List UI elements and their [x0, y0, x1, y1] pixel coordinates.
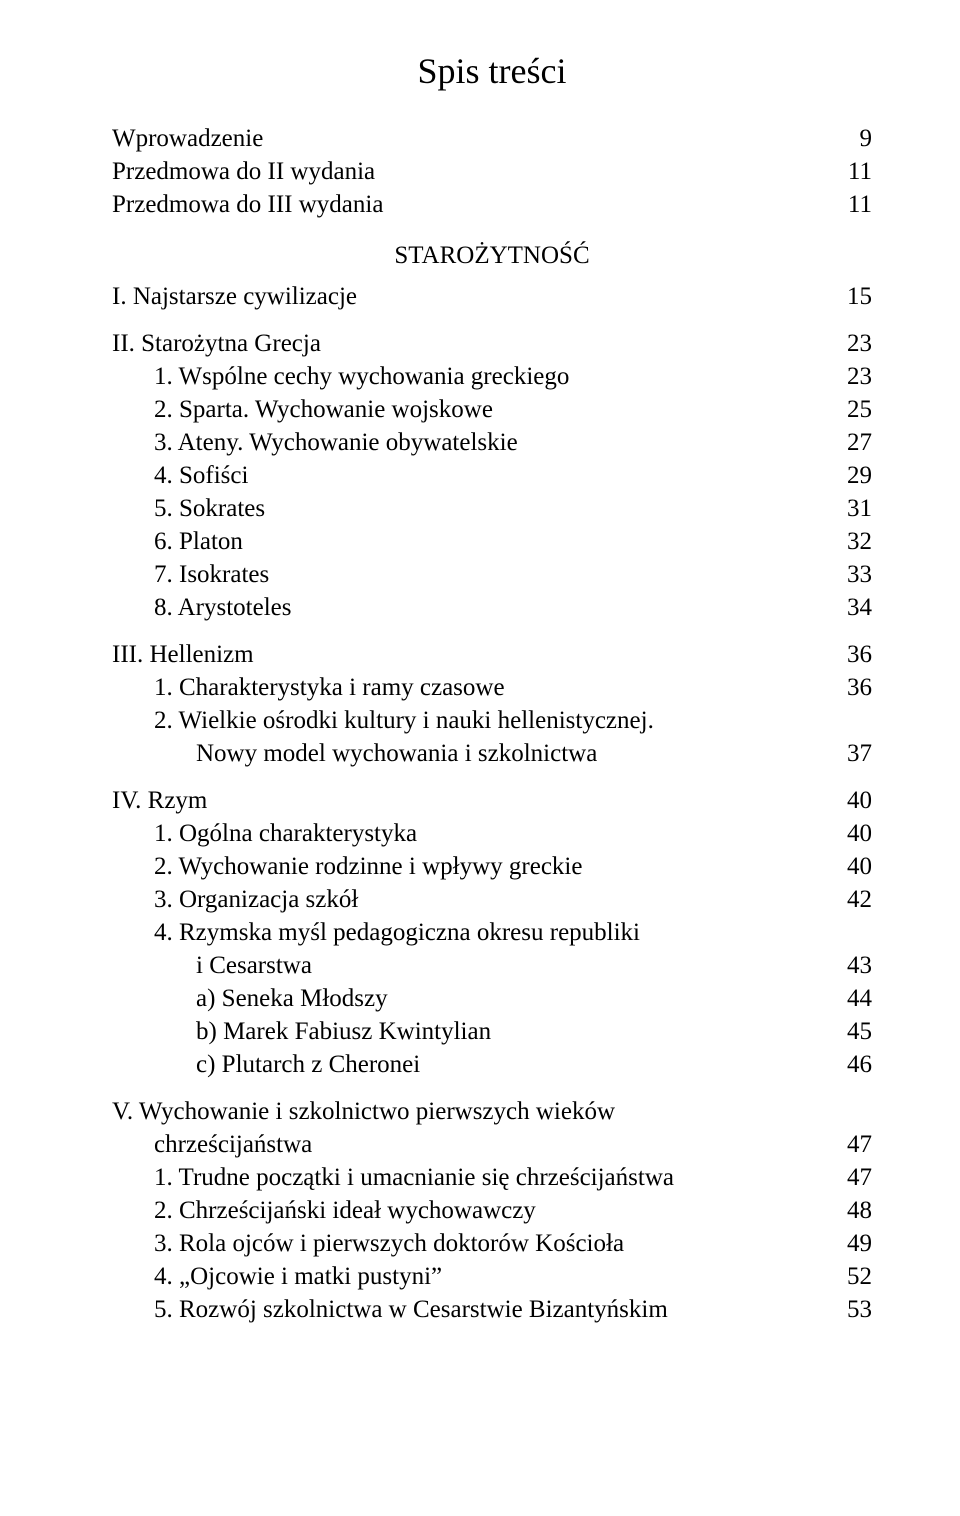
toc-page: 11 — [822, 188, 872, 221]
toc-page: 43 — [822, 949, 872, 982]
toc-row: Wprowadzenie 9 — [112, 122, 872, 155]
toc-label: 7. Isokrates — [112, 558, 822, 591]
toc-label: 3. Rola ojców i pierwszych doktorów Kośc… — [112, 1227, 822, 1260]
toc-page: 29 — [822, 459, 872, 492]
section-heading: STAROŻYTNOŚĆ — [112, 239, 872, 272]
toc-page: 40 — [822, 817, 872, 850]
toc-row: b) Marek Fabiusz Kwintylian 45 — [112, 1015, 872, 1048]
toc-page: 47 — [822, 1128, 872, 1161]
toc-title: Spis treści — [112, 48, 872, 96]
toc-label: 5. Sokrates — [112, 492, 822, 525]
toc-label: Przedmowa do II wydania — [112, 155, 822, 188]
toc-label: Wprowadzenie — [112, 122, 822, 155]
toc-page: 23 — [822, 327, 872, 360]
toc-page: 34 — [822, 591, 872, 624]
toc-row: 4. „Ojcowie i matki pustyni” 52 — [112, 1260, 872, 1293]
toc-label: I. Najstarsze cywilizacje — [112, 280, 822, 313]
toc-page: 33 — [822, 558, 872, 591]
toc-label: 2. Chrześcijański ideał wychowawczy — [112, 1194, 822, 1227]
toc-label: III. Hellenizm — [112, 638, 822, 671]
toc-label: 1. Trudne początki i umacnianie się chrz… — [112, 1161, 822, 1194]
toc-page: 42 — [822, 883, 872, 916]
toc-label: chrześcijaństwa — [112, 1128, 822, 1161]
toc-label: 3. Organizacja szkół — [112, 883, 822, 916]
toc-label: 6. Platon — [112, 525, 822, 558]
toc-row: Nowy model wychowania i szkolnictwa 37 — [112, 737, 872, 770]
toc-row: 2. Sparta. Wychowanie wojskowe 25 — [112, 393, 872, 426]
toc-row: a) Seneka Młodszy 44 — [112, 982, 872, 1015]
toc-row: 2. Wielkie ośrodki kultury i nauki helle… — [112, 704, 872, 737]
toc-page: 46 — [822, 1048, 872, 1081]
toc-label: 2. Wielkie ośrodki kultury i nauki helle… — [112, 704, 822, 737]
toc-row: 8. Arystoteles 34 — [112, 591, 872, 624]
toc-label: 4. Sofiści — [112, 459, 822, 492]
toc-label: IV. Rzym — [112, 784, 822, 817]
toc-label: 4. Rzymska myśl pedagogiczna okresu repu… — [112, 916, 822, 949]
toc-row: 1. Trudne początki i umacnianie się chrz… — [112, 1161, 872, 1194]
toc-label: 4. „Ojcowie i matki pustyni” — [112, 1260, 822, 1293]
toc-page: 36 — [822, 671, 872, 704]
toc-row: 1. Charakterystyka i ramy czasowe 36 — [112, 671, 872, 704]
toc-row: chrześcijaństwa 47 — [112, 1128, 872, 1161]
toc-page: 15 — [822, 280, 872, 313]
toc-label: Przedmowa do III wydania — [112, 188, 822, 221]
toc-page: 27 — [822, 426, 872, 459]
toc-page: 37 — [822, 737, 872, 770]
toc-page: 47 — [822, 1161, 872, 1194]
toc-row: Przedmowa do III wydania 11 — [112, 188, 872, 221]
toc-row: 2. Chrześcijański ideał wychowawczy 48 — [112, 1194, 872, 1227]
toc-page: 40 — [822, 850, 872, 883]
toc-label: Nowy model wychowania i szkolnictwa — [112, 737, 822, 770]
toc-row: III. Hellenizm 36 — [112, 638, 872, 671]
toc-page: 53 — [822, 1293, 872, 1326]
toc-row: 4. Sofiści 29 — [112, 459, 872, 492]
toc-label: c) Plutarch z Cheronei — [112, 1048, 822, 1081]
toc-row: 2. Wychowanie rodzinne i wpływy greckie … — [112, 850, 872, 883]
page: Spis treści Wprowadzenie 9 Przedmowa do … — [0, 0, 960, 1516]
toc-row: Przedmowa do II wydania 11 — [112, 155, 872, 188]
toc-label: II. Starożytna Grecja — [112, 327, 822, 360]
toc-page: 25 — [822, 393, 872, 426]
toc-label: 2. Wychowanie rodzinne i wpływy greckie — [112, 850, 822, 883]
toc-page: 52 — [822, 1260, 872, 1293]
toc-row: I. Najstarsze cywilizacje 15 — [112, 280, 872, 313]
toc-label: i Cesarstwa — [112, 949, 822, 982]
toc-row: 5. Sokrates 31 — [112, 492, 872, 525]
toc-page: 45 — [822, 1015, 872, 1048]
toc-row: 7. Isokrates 33 — [112, 558, 872, 591]
toc-label: b) Marek Fabiusz Kwintylian — [112, 1015, 822, 1048]
toc-row: c) Plutarch z Cheronei 46 — [112, 1048, 872, 1081]
toc-page: 49 — [822, 1227, 872, 1260]
toc-label: 1. Ogólna charakterystyka — [112, 817, 822, 850]
toc-page: 11 — [822, 155, 872, 188]
toc-row: 1. Ogólna charakterystyka 40 — [112, 817, 872, 850]
toc-page: 40 — [822, 784, 872, 817]
toc-row: 3. Organizacja szkół 42 — [112, 883, 872, 916]
toc-row: IV. Rzym 40 — [112, 784, 872, 817]
toc-label: V. Wychowanie i szkolnictwo pierwszych w… — [112, 1095, 822, 1128]
toc-page: 31 — [822, 492, 872, 525]
toc-row: 4. Rzymska myśl pedagogiczna okresu repu… — [112, 916, 872, 949]
toc-page: 44 — [822, 982, 872, 1015]
toc-row: 3. Rola ojców i pierwszych doktorów Kośc… — [112, 1227, 872, 1260]
toc-page: 9 — [822, 122, 872, 155]
toc-page: 48 — [822, 1194, 872, 1227]
toc-label: 8. Arystoteles — [112, 591, 822, 624]
toc-row: V. Wychowanie i szkolnictwo pierwszych w… — [112, 1095, 872, 1128]
toc-page: 23 — [822, 360, 872, 393]
toc-page: 36 — [822, 638, 872, 671]
toc-row: 6. Platon 32 — [112, 525, 872, 558]
toc-label: 3. Ateny. Wychowanie obywatelskie — [112, 426, 822, 459]
toc-label: 1. Charakterystyka i ramy czasowe — [112, 671, 822, 704]
toc-row: i Cesarstwa 43 — [112, 949, 872, 982]
toc-row: 3. Ateny. Wychowanie obywatelskie 27 — [112, 426, 872, 459]
toc-row: 5. Rozwój szkolnictwa w Cesarstwie Bizan… — [112, 1293, 872, 1326]
toc-page: 32 — [822, 525, 872, 558]
toc-label: a) Seneka Młodszy — [112, 982, 822, 1015]
toc-row: 1. Wspólne cechy wychowania greckiego 23 — [112, 360, 872, 393]
toc-row: II. Starożytna Grecja 23 — [112, 327, 872, 360]
toc-label: 5. Rozwój szkolnictwa w Cesarstwie Bizan… — [112, 1293, 822, 1326]
toc-label: 1. Wspólne cechy wychowania greckiego — [112, 360, 822, 393]
toc-label: 2. Sparta. Wychowanie wojskowe — [112, 393, 822, 426]
